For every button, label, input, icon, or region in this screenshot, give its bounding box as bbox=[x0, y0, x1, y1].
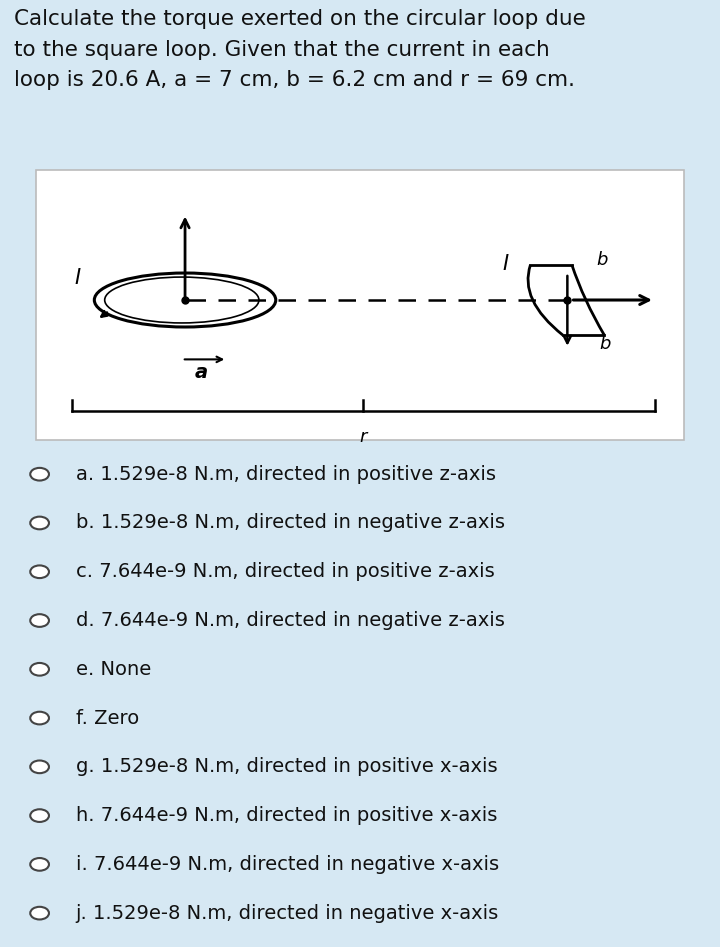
Text: Calculate the torque exerted on the circular loop due
to the square loop. Given : Calculate the torque exerted on the circ… bbox=[14, 9, 586, 90]
Text: I: I bbox=[503, 255, 509, 275]
Text: r: r bbox=[359, 428, 367, 446]
Circle shape bbox=[30, 468, 49, 480]
Text: g. 1.529e-8 N.m, directed in positive x-axis: g. 1.529e-8 N.m, directed in positive x-… bbox=[76, 758, 498, 777]
Circle shape bbox=[30, 517, 49, 529]
Text: h. 7.644e-9 N.m, directed in positive x-axis: h. 7.644e-9 N.m, directed in positive x-… bbox=[76, 806, 497, 825]
Circle shape bbox=[30, 810, 49, 822]
Text: e. None: e. None bbox=[76, 660, 151, 679]
Text: a. 1.529e-8 N.m, directed in positive z-axis: a. 1.529e-8 N.m, directed in positive z-… bbox=[76, 465, 495, 484]
Text: i. 7.644e-9 N.m, directed in negative x-axis: i. 7.644e-9 N.m, directed in negative x-… bbox=[76, 855, 499, 874]
Circle shape bbox=[30, 615, 49, 627]
Circle shape bbox=[30, 712, 49, 724]
Circle shape bbox=[30, 565, 49, 578]
Text: j. 1.529e-8 N.m, directed in negative x-axis: j. 1.529e-8 N.m, directed in negative x-… bbox=[76, 903, 499, 922]
Text: f. Zero: f. Zero bbox=[76, 708, 139, 727]
Text: a: a bbox=[194, 364, 208, 383]
Text: c. 7.644e-9 N.m, directed in positive z-axis: c. 7.644e-9 N.m, directed in positive z-… bbox=[76, 563, 495, 581]
Circle shape bbox=[30, 858, 49, 870]
Text: I: I bbox=[75, 268, 81, 288]
Circle shape bbox=[30, 907, 49, 920]
Text: d. 7.644e-9 N.m, directed in negative z-axis: d. 7.644e-9 N.m, directed in negative z-… bbox=[76, 611, 505, 630]
Text: b: b bbox=[596, 251, 608, 269]
Circle shape bbox=[30, 663, 49, 675]
Circle shape bbox=[30, 760, 49, 773]
Text: b. 1.529e-8 N.m, directed in negative z-axis: b. 1.529e-8 N.m, directed in negative z-… bbox=[76, 513, 505, 532]
Text: b: b bbox=[600, 334, 611, 352]
